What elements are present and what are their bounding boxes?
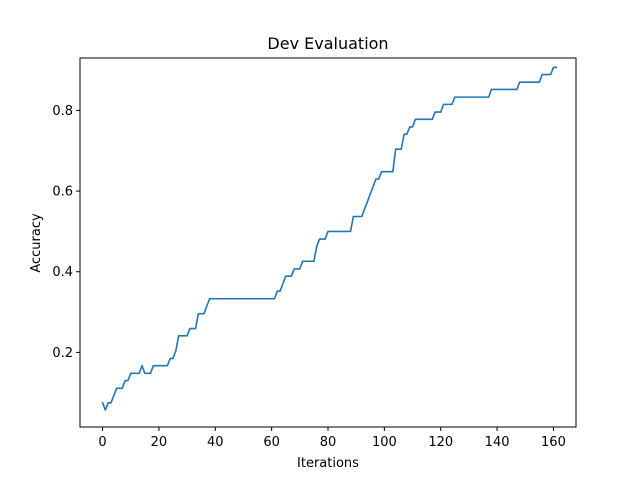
plot-area	[101, 66, 558, 411]
x-tick-label: 0	[98, 435, 106, 450]
y-tick-label: 0.6	[52, 185, 73, 200]
x-tick-label: 80	[320, 435, 337, 450]
y-axis-label: Accuracy	[29, 213, 44, 273]
axes-frame	[79, 57, 577, 428]
x-tick-label: 20	[151, 435, 168, 450]
y-tick-label: 0.2	[52, 346, 73, 361]
y-tick-label: 0.4	[52, 265, 73, 280]
x-tick-label: 120	[428, 435, 453, 450]
x-axis-label: Iterations	[297, 456, 359, 471]
series-line-accuracy	[101, 66, 558, 411]
x-tick-label: 140	[485, 435, 510, 450]
x-tick-label: 160	[541, 435, 566, 450]
x-tick-label: 40	[207, 435, 224, 450]
x-tick-label: 100	[372, 435, 397, 450]
y-axis-ticks: 0.2 0.4 0.6 0.8	[52, 104, 80, 361]
y-tick-label: 0.8	[52, 104, 73, 119]
x-axis-ticks: 0 20 40 60 80 100 120 140 160	[98, 427, 566, 450]
x-tick-label: 60	[263, 435, 280, 450]
chart-title: Dev Evaluation	[267, 34, 388, 53]
